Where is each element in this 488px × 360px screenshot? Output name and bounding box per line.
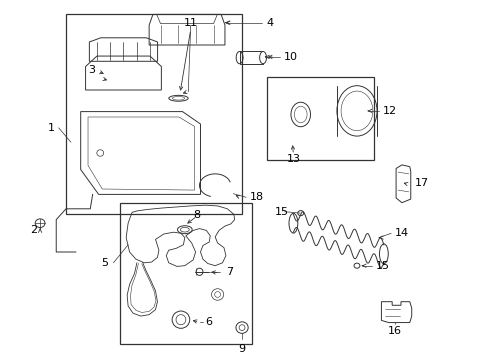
Text: 2: 2 xyxy=(30,225,37,235)
Text: 18: 18 xyxy=(249,192,263,202)
Text: 7: 7 xyxy=(225,267,233,277)
Text: 10: 10 xyxy=(283,52,297,62)
Text: 11: 11 xyxy=(183,18,197,28)
Bar xyxy=(239,51,263,64)
Text: 16: 16 xyxy=(387,326,401,336)
Text: 6: 6 xyxy=(205,317,212,327)
Text: 14: 14 xyxy=(394,228,408,238)
Text: 3: 3 xyxy=(88,65,95,75)
Text: 15: 15 xyxy=(375,261,389,271)
Text: 12: 12 xyxy=(382,106,396,116)
Bar xyxy=(66,14,242,214)
Text: 9: 9 xyxy=(238,344,245,354)
Ellipse shape xyxy=(259,51,266,64)
Text: 17: 17 xyxy=(414,178,428,188)
Text: 5: 5 xyxy=(102,258,108,268)
Text: 8: 8 xyxy=(193,210,200,220)
Bar xyxy=(120,203,251,344)
Text: 13: 13 xyxy=(286,154,300,164)
Text: 1: 1 xyxy=(48,123,55,133)
Bar xyxy=(266,77,373,160)
Text: 4: 4 xyxy=(266,18,273,28)
Text: 15: 15 xyxy=(274,207,288,217)
